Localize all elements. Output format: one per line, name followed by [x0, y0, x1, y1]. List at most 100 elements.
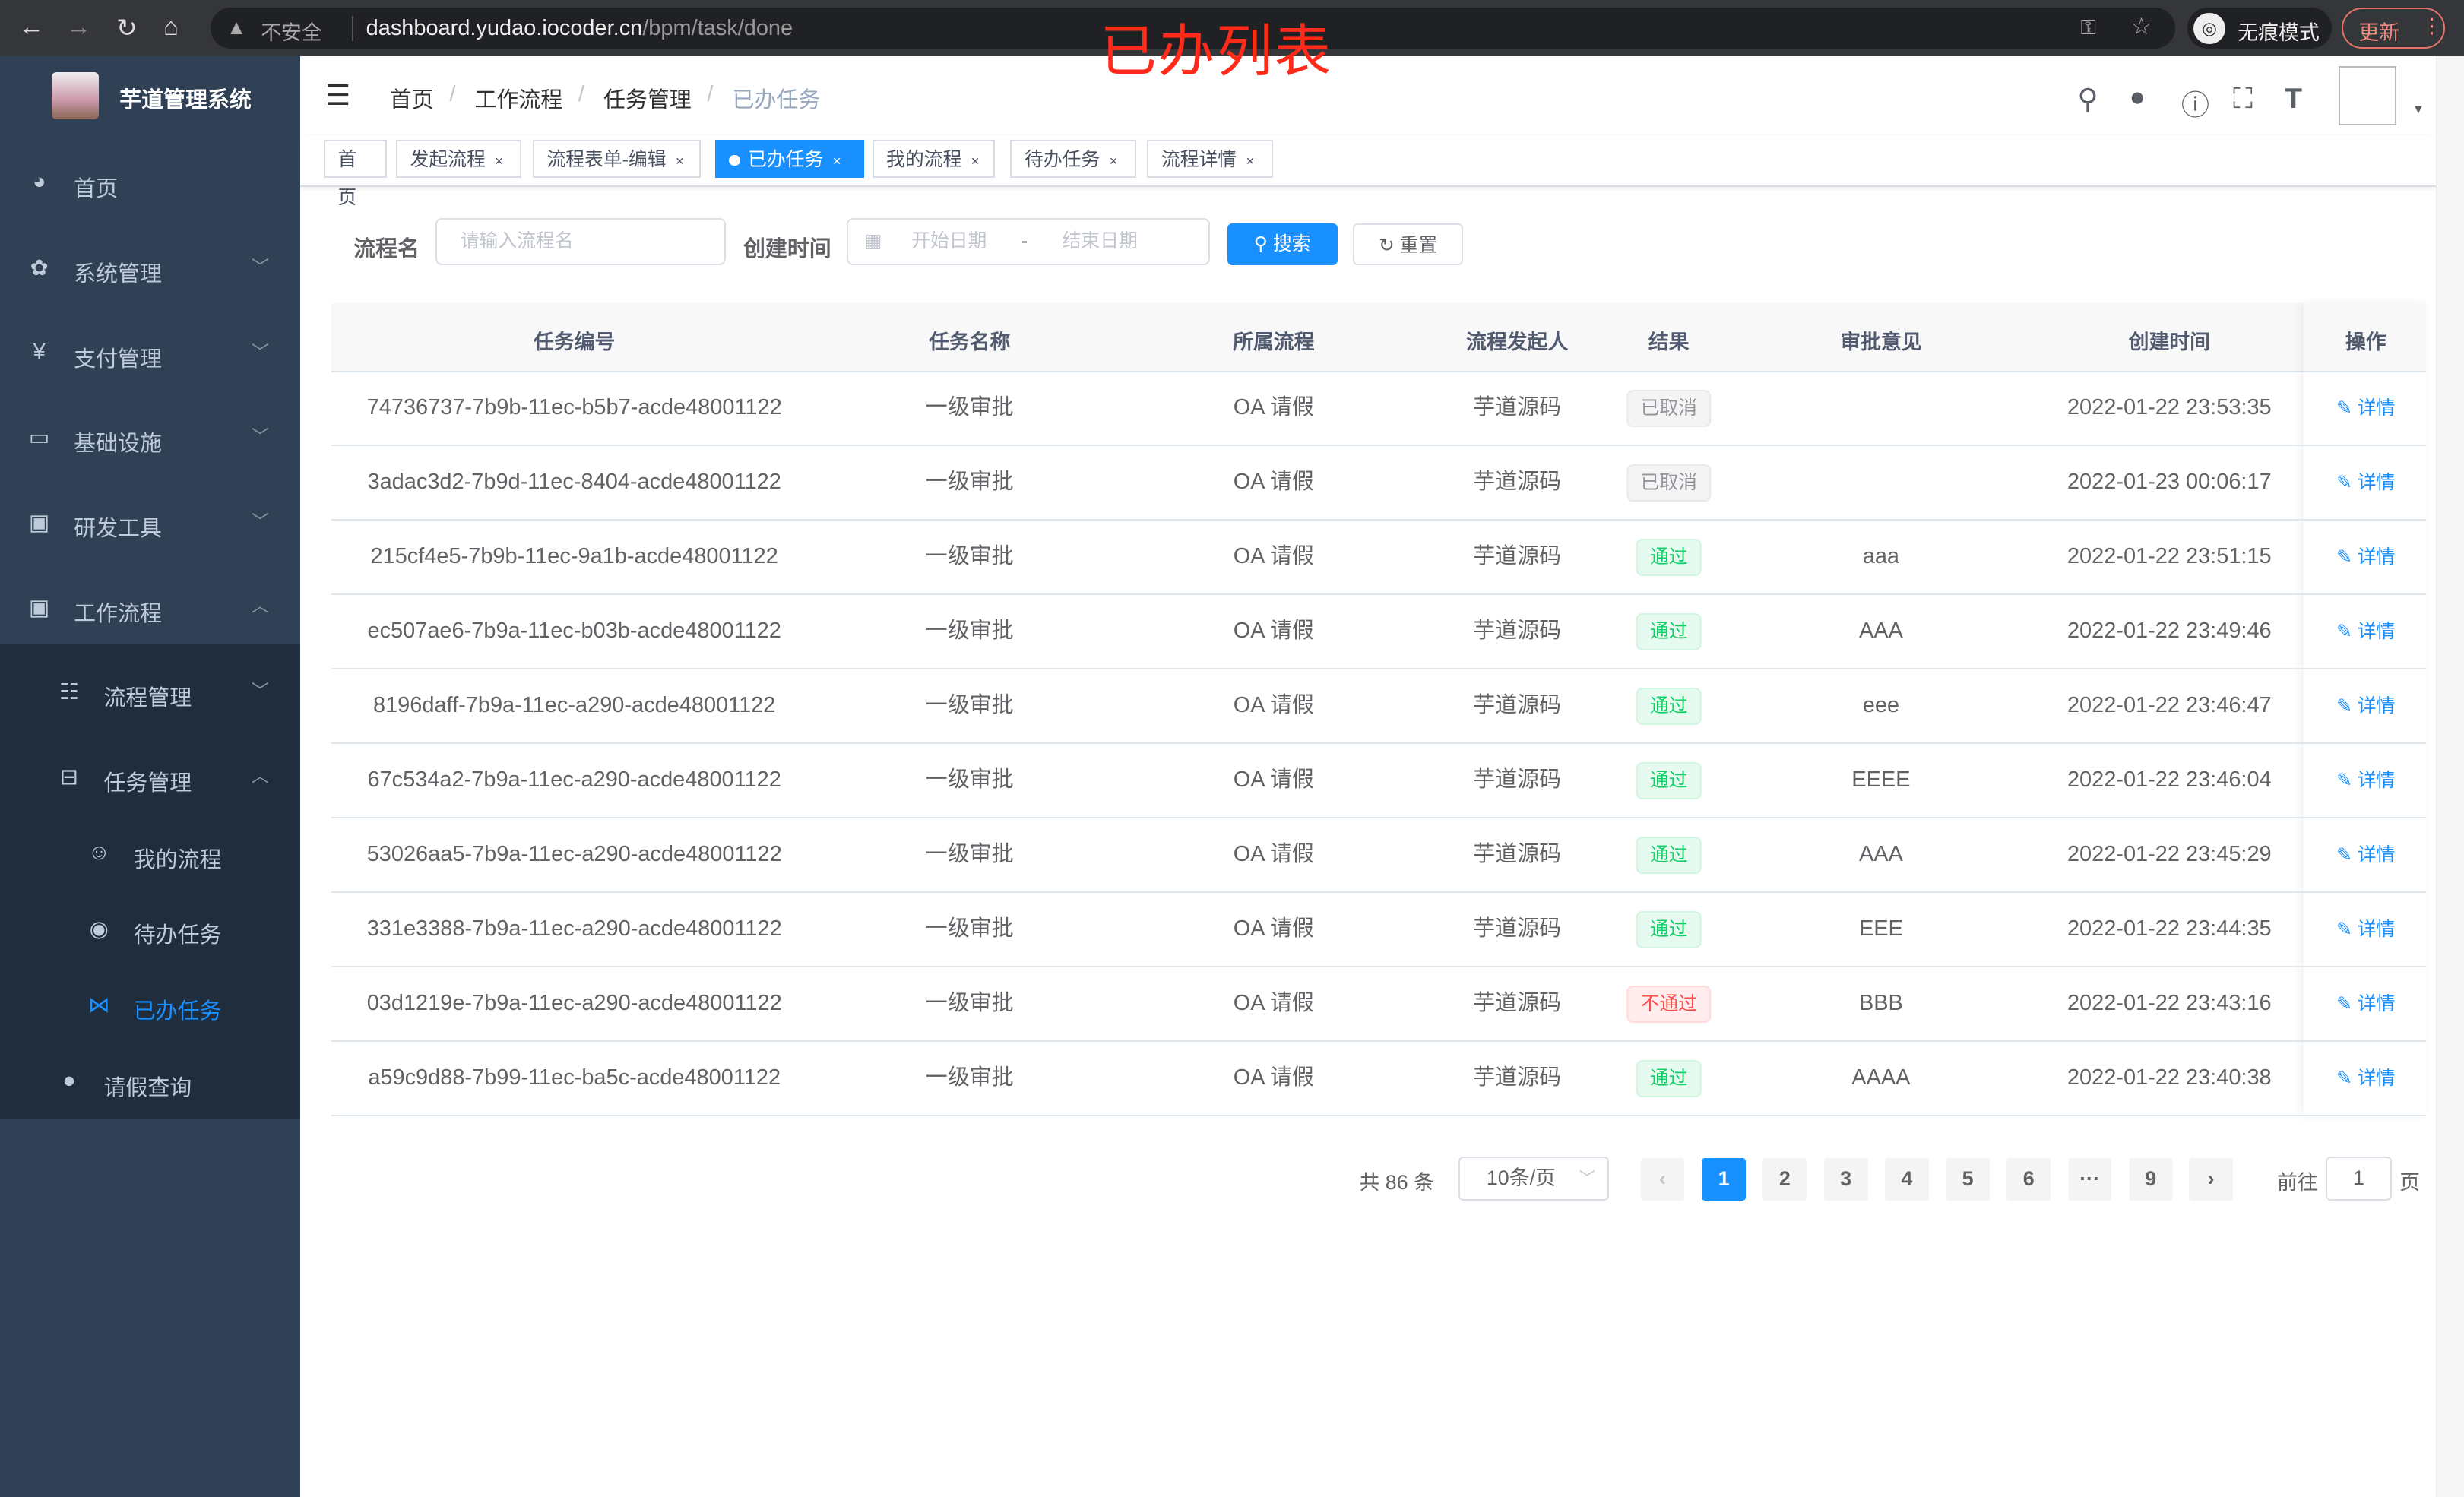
page-button[interactable]: 9: [2128, 1157, 2173, 1201]
breadcrumb-separator: /: [578, 81, 584, 106]
cell-操作[interactable]: ✎ 详情: [2305, 892, 2426, 966]
key-icon[interactable]: ⚿: [2080, 15, 2096, 39]
sidebar-item-0[interactable]: ◕ 首页: [0, 141, 300, 226]
cell-操作[interactable]: ✎ 详情: [2305, 743, 2426, 817]
page-button[interactable]: 5: [1946, 1157, 1990, 1201]
page-button[interactable]: 4: [1884, 1157, 1929, 1201]
sidebar-item-2[interactable]: ¥ 支付管理 ﹀: [0, 311, 300, 396]
tag-0[interactable]: 首页: [323, 140, 387, 208]
sidebar-item-3[interactable]: ▭ 基础设施 ﹀: [0, 396, 300, 481]
cell-结果: 通过: [1609, 669, 1728, 742]
tag-4[interactable]: 我的流程 ×: [872, 140, 995, 178]
page-button[interactable]: 6: [2006, 1157, 2051, 1201]
search-label: 搜索: [1272, 233, 1311, 255]
sidebar-item-1[interactable]: ✿ 系统管理 ﹀: [0, 226, 300, 312]
cell-操作[interactable]: ✎ 详情: [2305, 1041, 2426, 1115]
sidebar-subitem-task-2[interactable]: ⋈ 已办任务: [0, 968, 300, 1043]
sidebar-item-4[interactable]: ▣ 研发工具 ﹀: [0, 481, 300, 566]
sidebar-item-5[interactable]: ▣ 工作流程 ︿: [0, 565, 300, 650]
cell-操作[interactable]: ✎ 详情: [2305, 520, 2426, 593]
forward-icon[interactable]: →: [65, 12, 91, 41]
cell-操作[interactable]: ✎ 详情: [2305, 594, 2426, 668]
start-date[interactable]: 开始日期: [911, 231, 987, 252]
close-icon[interactable]: ×: [971, 153, 980, 169]
edit-icon: ✎: [2336, 695, 2358, 717]
help-icon[interactable]: ⓘ: [2181, 88, 2210, 121]
search-button[interactable]: ⚲ 搜索: [1227, 223, 1338, 266]
detail-link[interactable]: 详情: [2357, 844, 2396, 866]
chevron-down-icon: ﹀: [251, 341, 269, 362]
cell-操作[interactable]: ✎ 详情: [2305, 371, 2426, 445]
tag-1[interactable]: 发起流程 ×: [396, 140, 522, 178]
hamburger-icon[interactable]: ☰: [325, 79, 351, 112]
tag-2[interactable]: 流程表单-编辑 ×: [532, 140, 702, 178]
address-bar[interactable]: ▲ 不安全 dashboard.yudao.iocoder.cn/bpm/tas…: [211, 8, 2175, 49]
github-icon[interactable]: ●: [2129, 81, 2146, 112]
prev-page-button[interactable]: ‹: [1640, 1157, 1685, 1201]
reset-button[interactable]: ↻ 重置: [1353, 223, 1463, 266]
cell-创建时间: 2022-01-22 23:44:35: [2067, 916, 2272, 941]
cell-操作[interactable]: ✎ 详情: [2305, 818, 2426, 891]
close-icon[interactable]: ×: [675, 153, 684, 169]
incognito-badge[interactable]: ◎ 无痕模式: [2187, 8, 2333, 49]
page-size-select[interactable]: 10条/页 ﹀: [1458, 1156, 1610, 1201]
page-button[interactable]: 2: [1762, 1157, 1807, 1201]
detail-link[interactable]: 详情: [2357, 621, 2396, 642]
update-button[interactable]: 更新 ⋮: [2341, 8, 2446, 49]
close-icon[interactable]: ×: [832, 153, 841, 169]
reload-icon[interactable]: ↻: [116, 14, 138, 43]
sidebar-subitem-0[interactable]: ☷ 流程管理 ﹀: [0, 650, 300, 736]
cell-操作[interactable]: ✎ 详情: [2305, 669, 2426, 742]
detail-link[interactable]: 详情: [2357, 919, 2396, 940]
goto-page-input[interactable]: 1: [2326, 1156, 2392, 1201]
search-icon[interactable]: ⚲: [2077, 82, 2098, 115]
result-badge: 通过: [1636, 687, 1702, 726]
cell-操作[interactable]: ✎ 详情: [2305, 967, 2426, 1040]
font-size-icon[interactable]: T: [2285, 81, 2303, 114]
home-icon[interactable]: ⌂: [163, 12, 179, 41]
gear-icon: ✿: [30, 255, 49, 280]
cell-操作[interactable]: ✎ 详情: [2305, 445, 2426, 519]
cell-创建时间: 2022-01-22 23:45:29: [2067, 841, 2272, 866]
breadcrumb-item[interactable]: 任务管理: [603, 87, 692, 112]
sidebar-subitem-1[interactable]: ⊟ 任务管理 ︿: [0, 736, 300, 821]
end-date[interactable]: 结束日期: [1062, 231, 1138, 252]
name-input[interactable]: 请输入流程名: [435, 218, 727, 266]
detail-link[interactable]: 详情: [2357, 472, 2396, 493]
close-icon[interactable]: ×: [1246, 153, 1255, 169]
cell-任务名称: 一级审批: [925, 990, 1014, 1015]
breadcrumb-item[interactable]: 首页: [389, 87, 434, 112]
detail-link[interactable]: 详情: [2357, 397, 2396, 419]
page-button[interactable]: 1: [1702, 1157, 1747, 1201]
close-icon[interactable]: ×: [1109, 153, 1118, 169]
table-row: 8196daff-7b9a-11ec-a290-acde48001122 一级审批…: [331, 669, 2427, 745]
detail-link[interactable]: 详情: [2357, 695, 2396, 717]
detail-link[interactable]: 详情: [2357, 993, 2396, 1014]
sidebar-subitem-task-0[interactable]: ☺ 我的流程: [0, 817, 300, 892]
cell-所属流程: OA 请假: [1233, 543, 1314, 568]
breadcrumb-item[interactable]: 工作流程: [474, 87, 563, 112]
sidebar-subitem-task-1[interactable]: ◉ 待办任务: [0, 892, 300, 967]
detail-link[interactable]: 详情: [2357, 546, 2396, 568]
tag-6[interactable]: 流程详情 ×: [1147, 140, 1273, 178]
avatar[interactable]: [2338, 65, 2397, 126]
detail-link[interactable]: 详情: [2357, 770, 2396, 791]
url-text[interactable]: dashboard.yudao.iocoder.cn/bpm/task/done: [352, 15, 793, 41]
tag-label: 已办任务: [748, 150, 824, 171]
back-icon[interactable]: ←: [18, 12, 44, 41]
date-range-input[interactable]: ▦ 开始日期 - 结束日期: [847, 218, 1211, 266]
next-page-button[interactable]: ›: [2189, 1157, 2234, 1201]
detail-link[interactable]: 详情: [2357, 1068, 2396, 1089]
tag-3[interactable]: 已办任务 ×: [714, 140, 865, 178]
tag-5[interactable]: 待办任务 ×: [1010, 140, 1136, 178]
sidebar-item-leave[interactable]: ● 请假查询: [0, 1045, 300, 1120]
close-icon[interactable]: ×: [495, 153, 504, 169]
scrollbar[interactable]: [2435, 56, 2464, 1497]
edit-icon: ✎: [2336, 993, 2358, 1014]
caret-down-icon[interactable]: ▼: [2412, 102, 2425, 117]
page-button[interactable]: ···: [2067, 1157, 2112, 1201]
fullscreen-icon[interactable]: ⛶: [2233, 81, 2253, 114]
page-button[interactable]: 3: [1823, 1157, 1868, 1201]
star-icon[interactable]: ☆: [2130, 12, 2152, 40]
cell-任务编号: 67c534a2-7b9a-11ec-a290-acde48001122: [367, 767, 781, 792]
